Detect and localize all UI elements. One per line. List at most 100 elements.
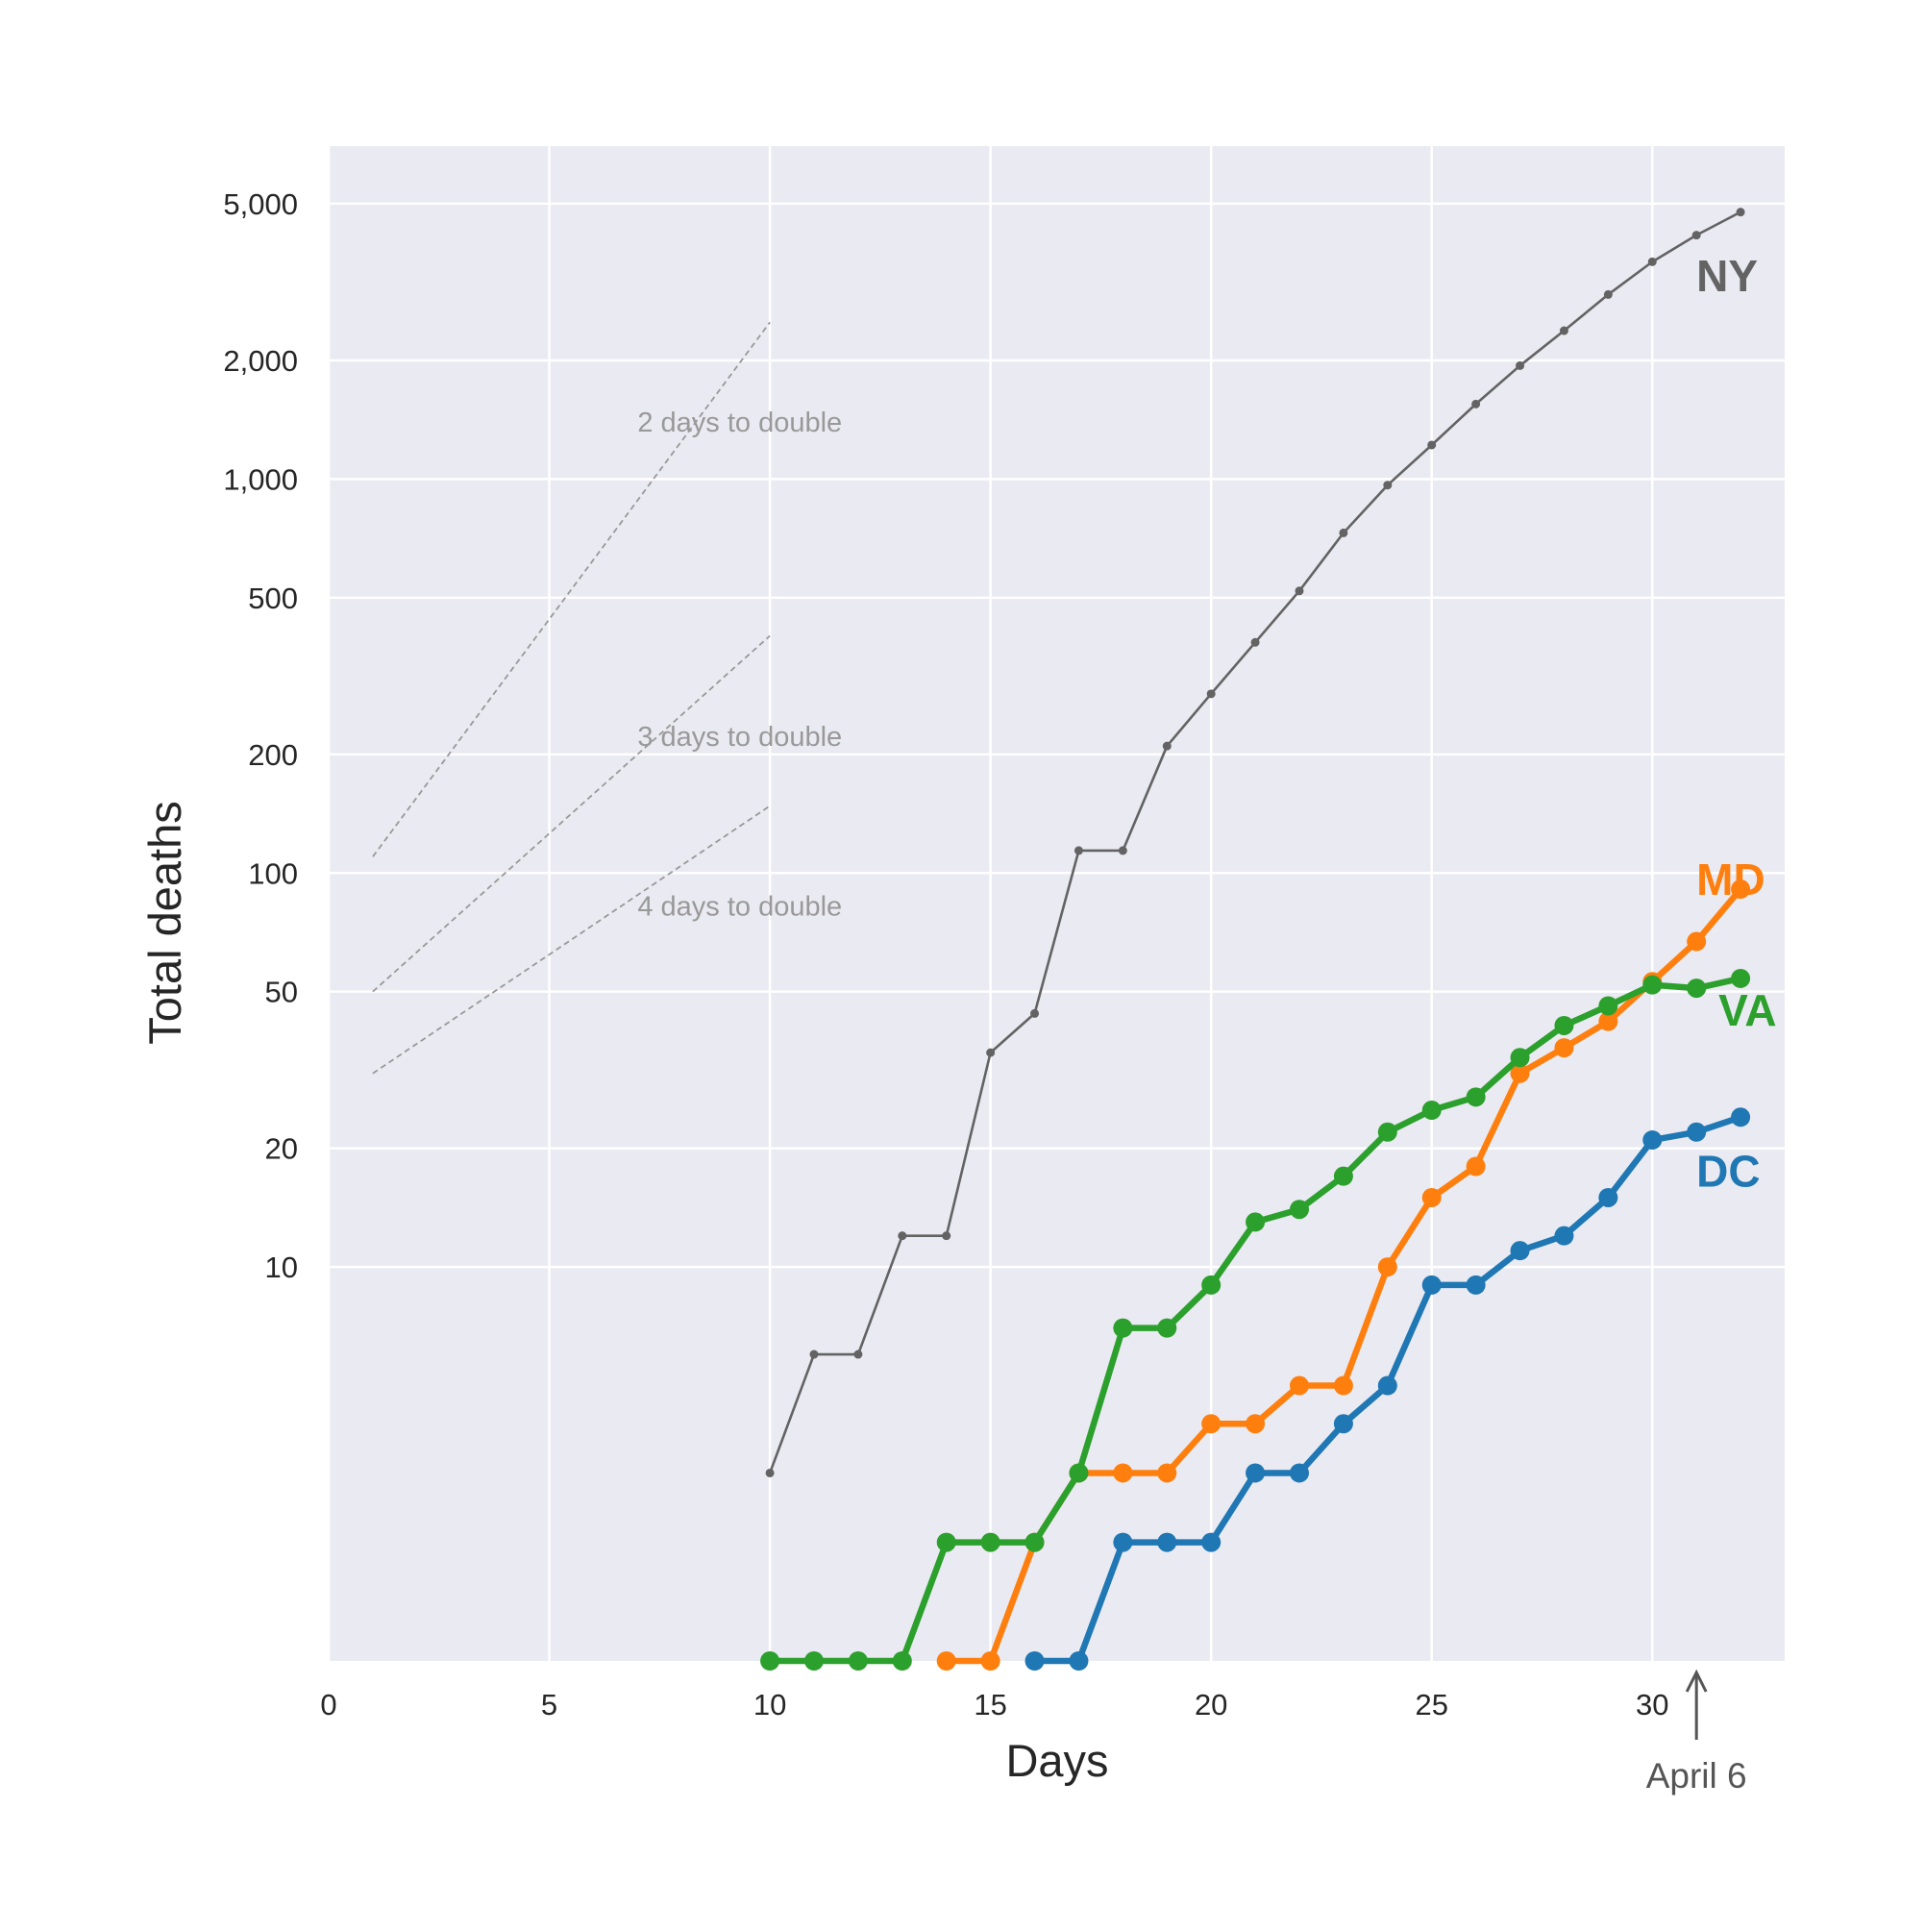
data-point	[980, 1532, 1000, 1552]
data-point	[936, 1532, 956, 1552]
april-6-annotation: April 6	[1646, 1669, 1747, 1796]
data-point	[1333, 1414, 1353, 1434]
data-point	[1687, 978, 1707, 999]
data-point	[1157, 1318, 1177, 1338]
data-point	[1113, 1318, 1133, 1338]
series-ny	[765, 208, 1745, 1477]
doubling-guides: 2 days to double 3 days to double 4 days t…	[372, 321, 842, 1075]
guide-line	[372, 805, 771, 1075]
data-point	[809, 1350, 819, 1359]
grid	[327, 146, 1785, 1661]
data-point	[1113, 1532, 1133, 1552]
series-group	[760, 208, 1751, 1671]
data-point	[1201, 1275, 1222, 1295]
y-tick-label: 50	[265, 976, 298, 1009]
x-tick-label: 20	[1195, 1688, 1227, 1721]
data-point	[1510, 1241, 1530, 1261]
data-point	[986, 1048, 996, 1057]
data-point	[1295, 586, 1304, 596]
data-point	[1554, 1015, 1574, 1035]
x-tick-label: 30	[1636, 1688, 1668, 1721]
data-point	[1377, 1122, 1397, 1142]
data-point	[1201, 1414, 1222, 1434]
data-point	[1687, 1122, 1707, 1142]
data-point	[1118, 846, 1127, 855]
series-va	[760, 968, 1751, 1671]
data-point	[1466, 1275, 1486, 1295]
y-tick-label: 1,000	[223, 462, 298, 496]
y-tick-label: 5,000	[223, 187, 298, 221]
data-point	[1510, 1048, 1530, 1068]
data-point	[760, 1651, 780, 1671]
data-point	[1024, 1651, 1045, 1671]
series-labels: NY MD VA DC	[1696, 251, 1776, 1197]
data-point	[1647, 257, 1657, 266]
data-point	[1687, 931, 1707, 952]
data-point	[1466, 1156, 1486, 1177]
y-tick-label: 10	[265, 1251, 298, 1284]
series-label-ny: NY	[1696, 251, 1758, 301]
data-point	[1377, 1257, 1397, 1277]
data-point	[1333, 1375, 1353, 1396]
data-point	[1642, 1130, 1663, 1151]
data-point	[1069, 1463, 1089, 1483]
data-point	[942, 1231, 951, 1241]
data-point	[1598, 1187, 1618, 1207]
x-tick-label: 5	[541, 1688, 557, 1721]
data-point	[1157, 1463, 1177, 1483]
data-point	[980, 1651, 1000, 1671]
x-tick-label: 10	[753, 1688, 786, 1721]
y-tick-labels: 10 20 50 100 200 500 1,000 2,000 5,000	[223, 187, 298, 1284]
series-label-md: MD	[1696, 855, 1765, 904]
data-point	[892, 1651, 912, 1671]
data-point	[1554, 1038, 1574, 1058]
data-point	[1246, 1414, 1266, 1434]
data-point	[1206, 689, 1216, 699]
data-point	[1113, 1463, 1133, 1483]
data-point	[1598, 996, 1618, 1016]
data-point	[1377, 1375, 1397, 1396]
data-point	[1510, 1063, 1530, 1083]
x-axis-label: Days	[1005, 1735, 1108, 1786]
x-tick-labels: 0 5 10 15 20 25 30	[320, 1688, 1668, 1721]
guide-label: 4 days to double	[637, 891, 842, 922]
data-point	[1030, 1008, 1040, 1018]
data-point	[1157, 1532, 1177, 1552]
data-point	[1642, 975, 1663, 995]
data-point	[1603, 289, 1613, 299]
guide-label: 2 days to double	[637, 408, 842, 438]
data-point	[1691, 231, 1701, 240]
data-point	[1731, 968, 1751, 988]
data-point	[1162, 741, 1172, 751]
annotation-text: April 6	[1646, 1756, 1747, 1796]
data-point	[1516, 360, 1525, 370]
data-point	[1246, 1463, 1266, 1483]
guide-line	[372, 321, 771, 857]
y-tick-label: 200	[248, 738, 298, 772]
series-label-va: VA	[1718, 985, 1777, 1035]
annotation-arrow-head	[1685, 1669, 1708, 1693]
data-point	[1024, 1532, 1045, 1552]
plot-background	[329, 146, 1785, 1661]
series-dc	[1024, 1107, 1751, 1671]
data-point	[1074, 846, 1083, 855]
data-point	[765, 1468, 775, 1477]
x-tick-label: 15	[974, 1688, 1006, 1721]
data-point	[1554, 1226, 1574, 1246]
data-point	[804, 1651, 824, 1671]
data-point	[1250, 637, 1260, 647]
data-point	[1339, 528, 1348, 537]
data-point	[1383, 481, 1393, 490]
guide-line	[372, 634, 771, 993]
data-point	[1427, 440, 1437, 450]
series-label-dc: DC	[1696, 1146, 1760, 1196]
data-point	[1471, 399, 1481, 409]
data-point	[1246, 1212, 1266, 1232]
y-axis-label: Total deaths	[139, 801, 190, 1044]
data-point	[1731, 1107, 1751, 1127]
data-point	[1290, 1375, 1309, 1396]
y-tick-label: 20	[265, 1132, 298, 1166]
y-tick-label: 500	[248, 582, 298, 615]
data-point	[898, 1231, 907, 1241]
data-point	[1290, 1200, 1309, 1220]
